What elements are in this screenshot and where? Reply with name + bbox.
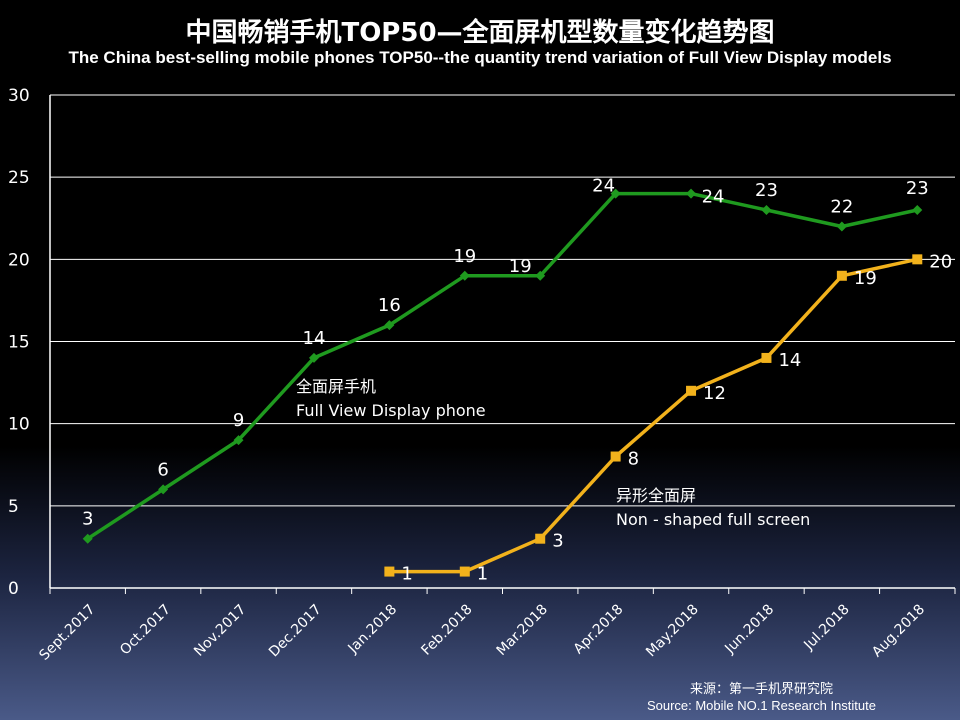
- y-tick-label: 10: [8, 415, 30, 435]
- data-point: [836, 270, 847, 281]
- y-tick-label: 25: [8, 168, 30, 188]
- y-tick-label: 5: [8, 497, 19, 517]
- data-point: [686, 385, 697, 396]
- data-point: [308, 352, 319, 363]
- data-label: 19: [509, 256, 532, 277]
- data-label: 1: [401, 564, 412, 585]
- data-label: 14: [778, 350, 801, 371]
- y-tick-label: 20: [8, 250, 30, 270]
- x-tick-label: Aug.2018: [869, 602, 928, 661]
- data-label: 1: [477, 564, 488, 585]
- data-label: 20: [929, 251, 952, 272]
- data-point: [686, 188, 697, 199]
- data-label: 3: [82, 509, 93, 530]
- data-point: [384, 566, 395, 577]
- x-tick-label: Dec.2017: [266, 602, 325, 661]
- non-shaped-series-label-en: Non - shaped full screen: [616, 510, 810, 529]
- data-point: [610, 451, 621, 462]
- data-point: [836, 221, 847, 232]
- data-label: 19: [453, 246, 476, 267]
- series-line-1: [86, 191, 918, 541]
- y-tick-label: 15: [8, 333, 30, 353]
- data-label: 23: [755, 180, 778, 201]
- data-label: 22: [830, 196, 853, 217]
- series-annotations: 全面屏手机 Full View Display phone 异形全面屏 Non …: [296, 377, 810, 529]
- data-label: 12: [703, 383, 726, 404]
- x-tick-label: Sept.2017: [36, 602, 98, 664]
- data-label: 23: [906, 178, 929, 199]
- x-tick-label: Jun.2018: [721, 602, 777, 658]
- data-label: 3: [552, 531, 563, 552]
- data-point: [761, 352, 772, 363]
- data-point: [459, 270, 470, 281]
- x-tick-label: Mar.2018: [494, 602, 551, 659]
- series-line-2: [389, 257, 918, 574]
- data-point: [912, 254, 923, 265]
- y-tick-label: 0: [8, 579, 19, 599]
- chart-subtitle: The China best-selling mobile phones TOP…: [68, 48, 892, 67]
- data-label: 6: [157, 459, 168, 480]
- data-label: 14: [303, 328, 326, 349]
- data-label: 19: [854, 268, 877, 289]
- data-point: [384, 320, 395, 331]
- x-tick-label: Jul.2018: [800, 602, 852, 654]
- labels-layer: 3 6 9 14 16 19 19 24 24 23 22 23 1 1 3 8 12 14 19 20: [82, 176, 952, 585]
- grid-lines: [50, 94, 955, 507]
- data-label: 24: [592, 176, 615, 197]
- data-point: [158, 484, 169, 495]
- x-tick-label: May.2018: [643, 602, 702, 661]
- data-point: [233, 435, 244, 446]
- full-view-series-label-cn: 全面屏手机: [296, 377, 376, 396]
- chart-title: 中国畅销手机TOP50—全面屏机型数量变化趋势图: [185, 18, 775, 48]
- data-point: [535, 270, 546, 281]
- x-tick-label: Feb.2018: [418, 602, 475, 659]
- full-view-series-label-en: Full View Display phone: [296, 401, 486, 420]
- data-label: 8: [628, 449, 639, 470]
- data-point: [535, 533, 546, 544]
- x-tick-label: Jan.2018: [345, 602, 401, 658]
- y-tick-label: 30: [8, 86, 30, 106]
- data-label: 9: [233, 410, 244, 431]
- data-point: [912, 205, 923, 216]
- non-shaped-series-label-cn: 异形全面屏: [616, 486, 696, 505]
- data-label: 24: [702, 187, 725, 208]
- data-point: [459, 566, 470, 577]
- source-line-cn: 来源：第一手机界研究院: [689, 681, 833, 696]
- x-tick-label: Oct.2017: [117, 602, 174, 659]
- source-note: 来源：第一手机界研究院 Source: Mobile NO.1 Research…: [647, 680, 876, 714]
- series-layer: [82, 188, 923, 577]
- data-point: [610, 188, 621, 199]
- data-point: [82, 533, 93, 544]
- x-tick-label: Apr.2018: [571, 602, 627, 658]
- data-label: 16: [378, 295, 401, 316]
- x-tick-label: Nov.2017: [191, 602, 249, 660]
- source-line-en: Source: Mobile NO.1 Research Institute: [646, 698, 876, 713]
- data-point: [761, 205, 772, 216]
